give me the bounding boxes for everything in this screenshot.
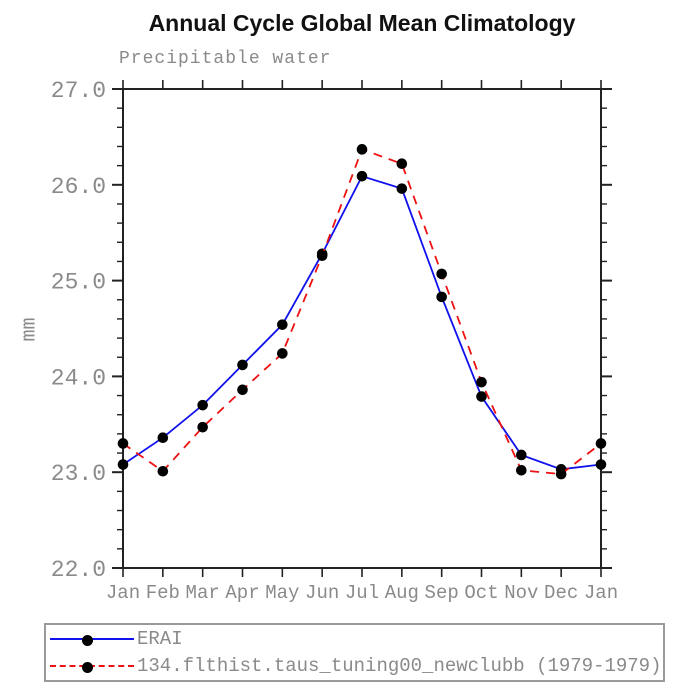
month-label: Jul — [345, 582, 379, 604]
legend-marker-dot-icon — [82, 662, 93, 673]
series-line — [122, 175, 602, 471]
chart-subtitle: Precipitable water — [119, 49, 332, 69]
month-label: Aug — [385, 582, 419, 604]
data-point — [396, 183, 408, 194]
month-label: Jun — [305, 582, 339, 604]
data-point — [197, 399, 208, 411]
data-point — [476, 376, 487, 388]
data-point — [157, 432, 169, 444]
data-point — [356, 144, 368, 155]
y-tick-label: 22.0 — [51, 557, 106, 583]
data-point — [516, 449, 527, 461]
month-label: Sep — [425, 582, 459, 604]
legend-item-erai: ERAI — [50, 627, 663, 651]
month-label: May — [265, 582, 299, 604]
data-point — [595, 438, 607, 449]
month-label: Mar — [186, 582, 220, 604]
data-point — [117, 438, 129, 449]
data-point — [237, 384, 248, 396]
data-point — [555, 468, 567, 480]
month-label: Dec — [544, 582, 578, 604]
series-line — [122, 148, 602, 476]
data-point — [117, 459, 129, 470]
data-point — [476, 391, 487, 402]
y-tick-label: 27.0 — [51, 78, 106, 104]
legend-line-dashed-red — [50, 662, 134, 673]
month-label: Nov — [504, 582, 538, 604]
month-label: Apr — [225, 582, 259, 604]
data-point — [277, 348, 288, 359]
data-point — [197, 421, 208, 433]
data-point — [436, 268, 447, 280]
y-tick-label: 25.0 — [51, 270, 106, 296]
data-point — [396, 158, 408, 170]
data-point — [436, 291, 447, 303]
y-tick-label: 23.0 — [51, 461, 106, 487]
month-label: Feb — [146, 582, 180, 604]
plot-frame — [122, 88, 602, 569]
month-label: Jan — [106, 582, 140, 604]
plot-area: Jan Feb Mar Apr May Jun Jul Aug Sep Oct Nov Dec Jan2… — [51, 78, 618, 604]
chart-title: Annual Cycle Global Mean Climatology — [148, 10, 576, 36]
data-point — [277, 319, 288, 330]
y-tick-label: 26.0 — [51, 174, 106, 200]
legend-line-solid-blue — [50, 635, 134, 646]
legend-label: ERAI — [137, 628, 183, 650]
data-point — [516, 464, 527, 476]
legend-box: ERAI 134.flthist.taus_tuning00_newclubb … — [44, 623, 665, 682]
month-label: Jan — [584, 582, 618, 604]
legend-marker-dot-icon — [82, 635, 93, 646]
legend-item-model: 134.flthist.taus_tuning00_newclubb (1979… — [50, 654, 663, 678]
data-point — [237, 359, 248, 371]
legend-label: 134.flthist.taus_tuning00_newclubb (1979… — [137, 655, 662, 677]
month-label: Oct — [464, 582, 498, 604]
y-tick-label: 24.0 — [51, 365, 106, 391]
data-point — [157, 465, 169, 477]
data-point — [316, 250, 328, 261]
data-point — [356, 170, 368, 182]
data-point — [595, 459, 607, 470]
